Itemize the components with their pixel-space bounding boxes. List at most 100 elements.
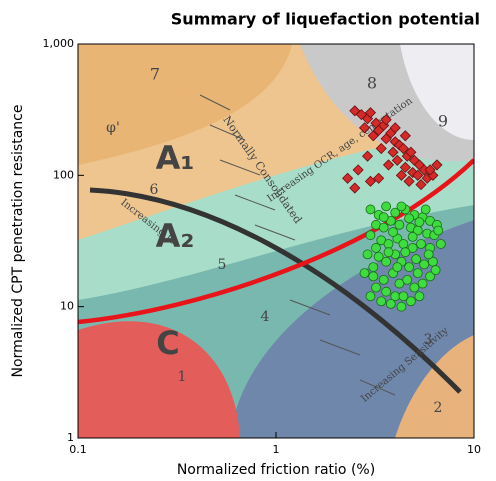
point	[383, 247, 394, 258]
zone-annotation: 2	[434, 400, 443, 416]
point	[396, 201, 407, 212]
zone-annotation: 6	[150, 182, 159, 198]
y-axis-label: Normalized CPT penetration resistance	[10, 105, 26, 378]
x-tick-label: 1	[273, 443, 280, 456]
point	[378, 222, 389, 233]
point	[373, 172, 385, 184]
point	[399, 161, 411, 173]
point	[405, 146, 417, 158]
point	[412, 268, 423, 279]
point	[423, 249, 434, 260]
point	[368, 262, 379, 273]
point	[399, 130, 411, 142]
point	[394, 219, 405, 230]
point	[342, 172, 354, 184]
point	[389, 136, 401, 148]
zone-annotation: 9	[438, 112, 448, 131]
x-axis-label: Normalized friction ratio (%)	[177, 462, 375, 478]
zone-annotation: 3	[424, 332, 433, 348]
point	[375, 142, 387, 155]
point	[365, 291, 376, 302]
y-tick-label: 10	[60, 300, 74, 313]
point	[433, 225, 444, 236]
point	[398, 291, 409, 302]
point	[403, 175, 415, 187]
point	[376, 296, 387, 307]
point	[400, 247, 411, 258]
point	[396, 301, 407, 312]
point	[395, 169, 407, 181]
point	[358, 122, 371, 134]
point	[415, 179, 427, 191]
x-tick-label: 0.1	[69, 443, 87, 456]
chart-title: Summary of liquefaction potential	[171, 10, 480, 29]
point	[416, 239, 426, 249]
x-tick-label: 10	[467, 443, 481, 456]
point	[385, 298, 396, 309]
point	[407, 243, 418, 253]
point	[420, 204, 431, 215]
zone-annotation: 4	[261, 309, 270, 325]
zone-annotation: A₂	[156, 217, 195, 255]
point	[405, 296, 416, 307]
zone-annotation: 8	[367, 74, 377, 93]
point	[402, 274, 413, 285]
point	[388, 227, 398, 237]
point	[352, 164, 364, 176]
point	[373, 251, 384, 262]
point	[365, 230, 376, 241]
point	[404, 262, 414, 273]
point	[371, 243, 381, 253]
point	[380, 114, 392, 126]
point	[378, 212, 389, 223]
zone-annotation: 5	[218, 257, 227, 273]
zone-annotation: C	[156, 324, 179, 362]
point	[387, 146, 399, 158]
point	[383, 239, 394, 249]
y-tick-label: 1,000	[43, 37, 75, 50]
y-tick-label: 100	[53, 168, 74, 181]
point	[382, 159, 395, 171]
point	[378, 274, 389, 285]
point	[364, 175, 377, 187]
point	[349, 182, 361, 194]
point	[435, 239, 446, 249]
point	[361, 150, 374, 162]
point	[381, 201, 392, 212]
point	[391, 154, 403, 166]
point	[392, 262, 403, 273]
point	[417, 278, 428, 289]
point	[365, 204, 376, 215]
point	[389, 122, 401, 134]
point	[414, 217, 425, 228]
point	[359, 268, 370, 279]
point	[362, 249, 373, 260]
point	[412, 169, 424, 181]
zone-annotation: 7	[150, 65, 160, 84]
point	[381, 256, 392, 267]
point	[425, 271, 435, 282]
point	[368, 271, 379, 282]
point	[367, 130, 379, 142]
point	[398, 239, 409, 249]
point	[424, 164, 436, 176]
point	[431, 159, 443, 171]
point	[390, 207, 401, 218]
point	[419, 259, 430, 270]
point	[381, 286, 392, 297]
zone-annotation: 1	[178, 369, 187, 385]
point	[409, 282, 420, 293]
point	[397, 142, 409, 155]
zone-annotation: φ'	[106, 120, 120, 136]
point	[364, 107, 377, 119]
point	[414, 291, 425, 302]
point	[411, 254, 421, 265]
point	[394, 278, 405, 289]
point	[371, 282, 381, 293]
y-tick-label: 1	[67, 431, 74, 444]
point	[404, 213, 414, 224]
point	[430, 265, 441, 275]
zone-annotation: A₁	[156, 139, 195, 177]
point	[407, 231, 418, 242]
